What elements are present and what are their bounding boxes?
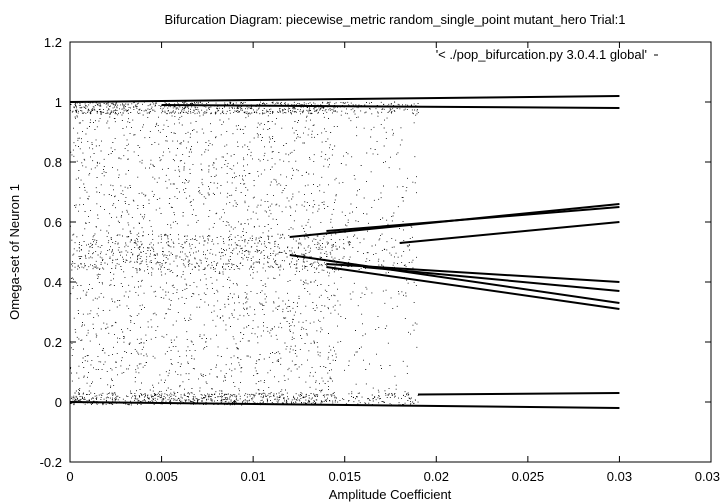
x-tick-label: 0.015 [328, 469, 361, 484]
scatter-point-cloud [70, 102, 419, 405]
chart-title: Bifurcation Diagram: piecewise_metric ra… [164, 12, 625, 27]
attractor-branch [418, 393, 619, 395]
x-tick-label: 0.03 [607, 469, 632, 484]
y-tick-label: 0.6 [44, 215, 62, 230]
x-tick-label: 0.035 [695, 469, 720, 484]
scatter-points-layer [70, 102, 419, 405]
x-tick-label: 0.025 [512, 469, 545, 484]
attractor-branch [326, 207, 619, 231]
y-tick-label: 0 [55, 395, 62, 410]
y-axis-label: Omega-set of Neuron 1 [7, 184, 22, 320]
y-tick-label: 1 [55, 95, 62, 110]
y-tick-label: 0.2 [44, 335, 62, 350]
y-tick-label: 0.8 [44, 155, 62, 170]
attractor-branch [70, 402, 619, 408]
y-tick-label: -0.2 [40, 455, 62, 470]
attractor-branches-layer [70, 96, 619, 408]
x-tick-label: 0.02 [424, 469, 449, 484]
x-axis-label: Amplitude Coefficient [329, 487, 452, 502]
y-tick-label: 1.2 [44, 35, 62, 50]
legend-entry-label: '< ./pop_bifurcation.py 3.0.4.1 global' [436, 47, 647, 62]
attractor-branch [162, 105, 620, 108]
x-tick-label: 0.01 [240, 469, 265, 484]
attractor-branch [400, 222, 620, 243]
x-tick-label: 0.005 [145, 469, 178, 484]
attractor-branch [70, 96, 619, 102]
y-tick-label: 0.4 [44, 275, 62, 290]
x-tick-label: 0 [66, 469, 73, 484]
x-axis-ticks: 0 0.005 0.01 0.015 0.02 0.025 0.03 0.035 [66, 42, 720, 484]
